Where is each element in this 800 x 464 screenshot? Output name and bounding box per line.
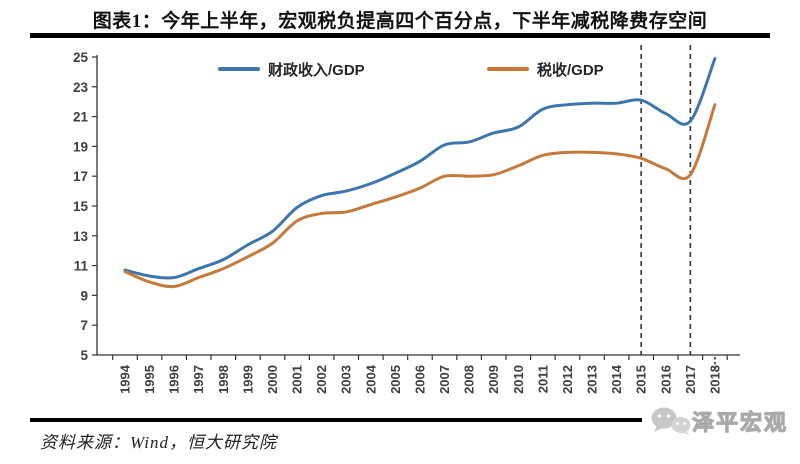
- line-chart: 5 7 9 11 13 15 17 19 21 23 25 1994 1995 1996 1997 1998 1…: [73, 45, 740, 394]
- svg-text:2010: 2010: [511, 365, 526, 394]
- svg-text:1997: 1997: [191, 365, 206, 394]
- svg-text:2003: 2003: [339, 365, 354, 394]
- svg-text:2017: 2017: [683, 365, 698, 394]
- legend-line-tax-swatch: [487, 67, 529, 71]
- svg-text:19: 19: [73, 139, 88, 154]
- svg-text:15: 15: [73, 199, 89, 214]
- svg-text:13: 13: [73, 229, 89, 244]
- svg-text:21: 21: [73, 110, 89, 125]
- svg-text:9: 9: [80, 288, 88, 303]
- legend-item-tax: 税收/GDP: [487, 60, 604, 79]
- legend-label-fiscal: 财政收入/GDP: [268, 61, 365, 79]
- svg-text:7: 7: [80, 318, 88, 333]
- svg-text:2013: 2013: [585, 365, 600, 394]
- footer-divider: [30, 418, 770, 422]
- svg-text:2005: 2005: [388, 365, 403, 394]
- wechat-bubbles-icon: [651, 407, 691, 435]
- svg-text:1996: 1996: [167, 365, 182, 394]
- svg-text:11: 11: [74, 259, 89, 274]
- svg-text:1998: 1998: [216, 365, 231, 394]
- svg-text:17: 17: [73, 169, 88, 184]
- zeping-macro-logo: 泽平宏观: [641, 403, 792, 439]
- svg-text:2018: 2018: [707, 365, 722, 394]
- svg-text:2012: 2012: [560, 365, 575, 394]
- svg-text:5: 5: [80, 348, 88, 363]
- svg-text:2009: 2009: [486, 365, 501, 394]
- svg-text:2000: 2000: [265, 365, 280, 394]
- svg-text:2006: 2006: [412, 365, 427, 394]
- svg-text:2001: 2001: [290, 365, 305, 394]
- svg-text:23: 23: [73, 80, 89, 95]
- svg-text:2008: 2008: [462, 365, 477, 394]
- chart-legend: 财政收入/GDP 税收/GDP: [0, 60, 800, 80]
- svg-text:2015: 2015: [634, 365, 649, 394]
- legend-item-fiscal: 财政收入/GDP: [218, 60, 365, 79]
- legend-line-fiscal-swatch: [218, 67, 260, 71]
- svg-text:1994: 1994: [118, 364, 133, 394]
- chart-area: 5 7 9 11 13 15 17 19 21 23 25 1994 1995 1996 1997 1998 1…: [0, 40, 800, 418]
- source-note: 资料来源：Wind，恒大研究院: [40, 433, 277, 452]
- figure-title: 图表1：今年上半年，宏观税负提高四个百分点，下半年减税降费存空间: [92, 11, 708, 32]
- svg-text:2011: 2011: [535, 365, 550, 393]
- svg-text:2016: 2016: [658, 365, 673, 394]
- legend-label-tax: 税收/GDP: [537, 61, 604, 79]
- logo-text: 泽平宏观: [691, 410, 788, 436]
- svg-text:2007: 2007: [437, 365, 452, 394]
- svg-text:1999: 1999: [240, 365, 255, 394]
- svg-text:25: 25: [73, 50, 89, 65]
- svg-text:2014: 2014: [609, 364, 624, 394]
- svg-text:1995: 1995: [142, 365, 157, 394]
- svg-text:2002: 2002: [314, 365, 329, 394]
- title-divider: [30, 33, 770, 38]
- svg-text:2004: 2004: [363, 364, 378, 394]
